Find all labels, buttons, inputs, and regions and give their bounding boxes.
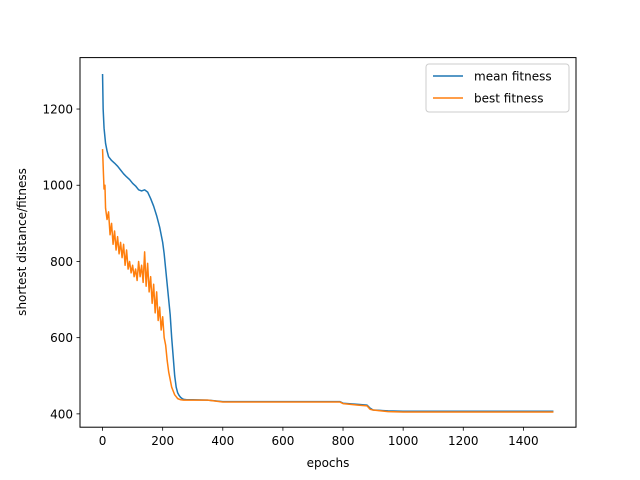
y-tick-label: 600 xyxy=(50,331,73,345)
x-tick-label: 400 xyxy=(211,434,234,448)
series-line-1 xyxy=(101,149,554,413)
x-tick-label: 1200 xyxy=(448,434,479,448)
x-axis: 0 200 400 600 800 1000 1200 1400 xyxy=(99,427,539,448)
x-tick-label: 0 xyxy=(99,434,107,448)
y-axis-label: shortest distance/fitness xyxy=(15,168,29,316)
y-axis: 400 600 800 1000 1200 xyxy=(42,103,80,421)
x-tick-label: 600 xyxy=(271,434,294,448)
x-tick-label: 1000 xyxy=(388,434,419,448)
y-tick-label: 1200 xyxy=(42,103,73,117)
x-axis-label: epochs xyxy=(307,456,350,470)
plot-frame xyxy=(79,57,577,428)
series-layer xyxy=(101,73,554,413)
y-tick-label: 1000 xyxy=(42,179,73,193)
legend-label: best fitness xyxy=(474,92,544,106)
x-tick-label: 200 xyxy=(151,434,174,448)
legend-label: mean fitness xyxy=(474,70,552,84)
x-tick-label: 800 xyxy=(332,434,355,448)
y-tick-label: 800 xyxy=(50,255,73,269)
y-tick-label: 400 xyxy=(50,407,73,421)
legend: mean fitness best fitness xyxy=(425,63,570,113)
series-line-0 xyxy=(101,73,554,412)
x-tick-label: 1400 xyxy=(508,434,539,448)
